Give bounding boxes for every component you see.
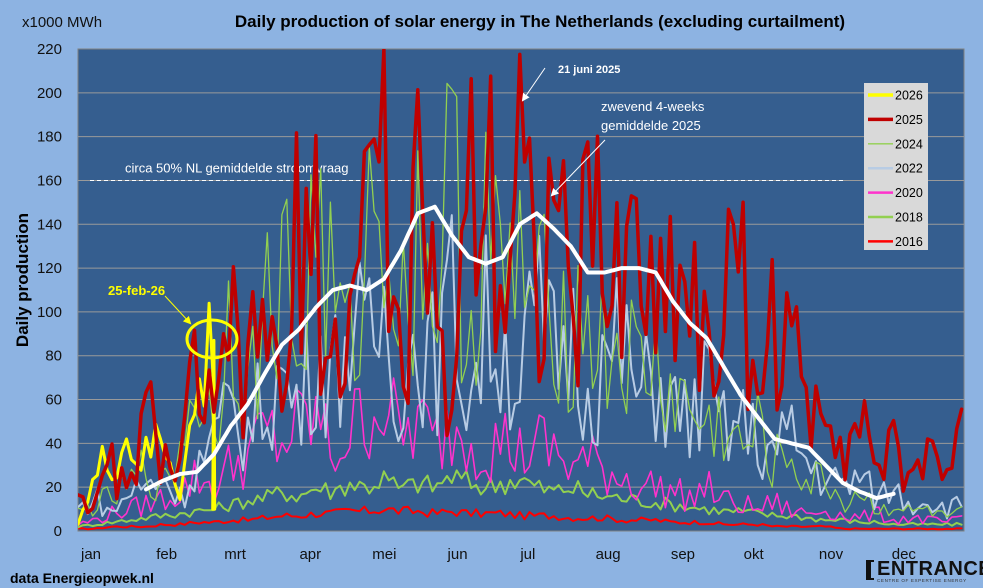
annotation-feb-arrow (164, 295, 192, 325)
x-tick-label: sep (671, 546, 695, 563)
series-line-2016 (78, 505, 963, 531)
x-tick-label: mrt (224, 546, 246, 563)
highlight-circle (185, 318, 239, 360)
x-tick-label: nov (819, 546, 844, 563)
logo-bracket-icon (866, 560, 874, 580)
annotation-avg-arrow (550, 139, 606, 197)
annotation-25-feb-26: 25-feb-26 (108, 283, 239, 360)
y-axis-ticks: 0 20 40 60 80 100 120 140 160 180 200 220 (37, 41, 62, 540)
y-tick-label: 40 (45, 435, 62, 452)
chart-title: Daily production of solar energy in The … (235, 12, 845, 31)
reference-line-label: circa 50% NL gemiddelde stroomvraag (125, 160, 349, 175)
series-line-2018 (78, 469, 963, 529)
legend-label: 2016 (895, 235, 923, 249)
x-tick-label: jan (80, 546, 101, 563)
x-tick-label: mei (372, 546, 396, 563)
y-tick-label: 160 (37, 172, 62, 189)
y-tick-label: 200 (37, 85, 62, 102)
legend-label: 2024 (895, 137, 923, 151)
legend-label: 2020 (895, 186, 923, 200)
y-tick-label: 140 (37, 216, 62, 233)
unit-label: x1000 MWh (22, 14, 102, 31)
x-tick-label: dec (892, 546, 917, 563)
series-line-2026 (78, 301, 217, 526)
annotation-peak-arrow (521, 67, 546, 102)
y-tick-label: 120 (37, 260, 62, 277)
y-axis-label: Daily production (13, 213, 32, 347)
annotation-21-juni: 21 juni 2025 (521, 64, 620, 102)
annotation-peak-label: 21 juni 2025 (558, 64, 620, 76)
y-tick-label: 20 (45, 479, 62, 496)
legend-label: 2018 (895, 211, 923, 225)
series-line-2025 (78, 49, 964, 515)
y-tick-label: 100 (37, 304, 62, 321)
x-tick-label: jul (519, 546, 535, 563)
y-tick-label: 0 (54, 523, 62, 540)
series-line-2024 (78, 82, 963, 518)
x-tick-label: jun (447, 546, 468, 563)
series-line-zwevend-4-weeks-gemiddelde-2025 (144, 204, 896, 501)
x-axis-ticks: jan feb mrt apr mei jun jul aug sep okt nov dec (80, 546, 916, 563)
window-edge (983, 0, 986, 588)
annotation-moving-average: zwevend 4-weeks gemiddelde 2025 (550, 99, 705, 197)
series-line-2022 (78, 214, 963, 520)
logo-text: ENTRANCE (877, 558, 986, 580)
series-line-2020 (78, 377, 963, 527)
annotation-avg-label-line1: zwevend 4-weeks (601, 99, 705, 114)
data-source: data Energieopwek.nl (10, 570, 154, 586)
x-tick-label: aug (596, 546, 621, 563)
y-tick-label: 80 (45, 348, 62, 365)
legend-box (864, 83, 928, 250)
annotation-avg-label-line2: gemiddelde 2025 (601, 118, 701, 133)
logo-tagline: CENTRE OF EXPERTISE ENERGY (877, 578, 967, 583)
legend-label: 2025 (895, 113, 923, 127)
legend-label: 2022 (895, 162, 923, 176)
y-tick-label: 180 (37, 129, 62, 146)
legend: 2026 2025 2024 2022 2020 2018 2016 (864, 83, 928, 250)
y-tick-label: 60 (45, 392, 62, 409)
series-group (78, 49, 964, 531)
plot-area (77, 48, 965, 532)
entrance-logo: ENTRANCE CENTRE OF EXPERTISE ENERGY (866, 558, 986, 583)
x-tick-label: okt (744, 546, 765, 563)
legend-label: 2026 (895, 89, 923, 103)
annotation-feb-label: 25-feb-26 (108, 283, 165, 298)
x-tick-label: apr (299, 546, 321, 563)
x-tick-label: feb (156, 546, 177, 563)
y-tick-label: 220 (37, 41, 62, 58)
